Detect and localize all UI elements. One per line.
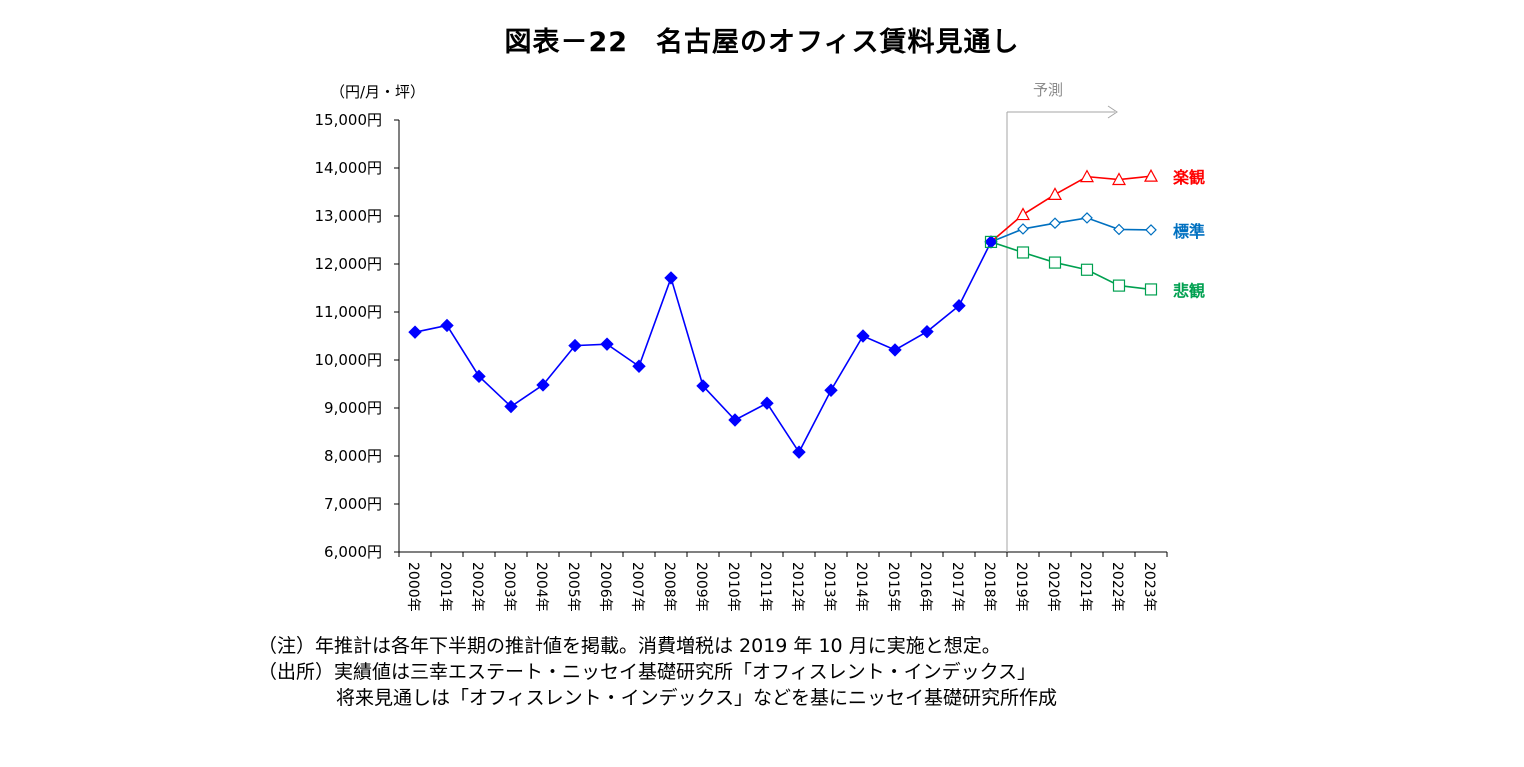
y-tick-label: 6,000円 <box>324 543 382 561</box>
x-tick-label: 2011年 <box>757 562 773 612</box>
data-point <box>1017 223 1029 235</box>
data-point <box>632 359 646 373</box>
data-point <box>664 271 678 285</box>
y-tick-label: 9,000円 <box>324 399 382 417</box>
x-tick-label: 2005年 <box>565 562 581 612</box>
x-tick-label: 2004年 <box>533 562 549 612</box>
series-楽観 <box>990 168 1159 243</box>
x-tick-label: 2014年 <box>853 562 869 612</box>
axes: （円/月・坪） <box>330 83 1167 553</box>
forecast-label: 予測 <box>1033 81 1063 99</box>
data-point <box>1049 217 1061 230</box>
data-point <box>568 338 582 353</box>
y-axis-label: （円/月・坪） <box>330 83 425 101</box>
series-悲観 <box>990 241 1158 296</box>
note-line-2: （出所）実績値は三幸エステート・ニッセイ基礎研究所「オフィスレント・インデックス… <box>258 661 1037 683</box>
data-point <box>1112 279 1126 292</box>
data-point <box>600 337 614 351</box>
y-tick-label: 14,000円 <box>315 159 383 177</box>
series-line <box>414 241 992 454</box>
x-tick-label: 2008年 <box>661 562 677 612</box>
x-tick-label: 2017年 <box>949 562 965 612</box>
x-tick-label: 2019年 <box>1013 562 1029 612</box>
data-point <box>920 324 934 339</box>
data-point <box>1145 224 1157 236</box>
x-tick-label: 2023年 <box>1141 562 1157 612</box>
data-point <box>1143 168 1159 182</box>
x-tick-label: 2022年 <box>1109 562 1125 612</box>
y-tick-label: 10,000円 <box>315 351 383 369</box>
series-label-悲観: 悲観 <box>1173 281 1205 300</box>
chart-area: （円/月・坪） 6,000円 7,000円 8,000円 9,000円 10,000円 1… <box>315 81 1206 612</box>
x-tick-label: 2002年 <box>469 562 485 612</box>
data-point <box>1079 169 1095 183</box>
data-point <box>504 399 518 414</box>
x-tick-label: 2010年 <box>725 562 741 612</box>
data-point <box>952 299 966 313</box>
series-標準 <box>990 212 1157 243</box>
data-point <box>1015 207 1031 221</box>
y-tick-label: 7,000円 <box>324 495 382 513</box>
x-tick-label: 2007年 <box>629 562 645 612</box>
data-point <box>1048 256 1062 269</box>
data-point <box>856 329 870 343</box>
x-tick-label: 2021年 <box>1077 562 1093 612</box>
data-point <box>760 396 774 410</box>
x-tick-label: 2016年 <box>917 562 933 612</box>
x-tick-label: 2006年 <box>597 562 613 612</box>
x-tick-label: 2013年 <box>821 562 837 612</box>
x-tick-label: 2015年 <box>885 562 901 612</box>
data-point <box>1113 223 1125 236</box>
x-tick-label: 2000年 <box>405 562 421 612</box>
series-label-標準: 標準 <box>1173 222 1205 241</box>
y-tick-label: 12,000円 <box>315 255 383 273</box>
x-tick-label: 2003年 <box>501 562 517 612</box>
data-point <box>824 383 838 397</box>
x-tick-label: 2012年 <box>789 562 805 612</box>
forecast-arrow-head <box>1107 105 1118 119</box>
x-tick-label: 2018年 <box>981 562 997 612</box>
data-point <box>792 445 806 459</box>
series-label-楽観: 楽観 <box>1172 168 1205 187</box>
note-line-3: 将来見通しは「オフィスレント・インデックス」などを基にニッセイ基礎研究所作成 <box>336 687 1058 709</box>
y-tick-label: 11,000円 <box>315 303 383 321</box>
junction-point <box>984 235 998 249</box>
data-point <box>1144 283 1158 296</box>
forecast-marker: 予測 <box>1006 81 1118 552</box>
note-line-1: （注）年推計は各年下半期の推計値を掲載。消費増税は 2019 年 10 月に実施… <box>258 635 1001 657</box>
y-tick-label: 8,000円 <box>324 447 382 465</box>
data-point <box>1047 187 1063 200</box>
x-ticks: 2000年 2001年 2002年 2003年 2004年 2005年 2006年 2007年… <box>398 552 1168 612</box>
series-group <box>408 168 1159 459</box>
series-実績 <box>408 235 998 459</box>
data-point <box>408 325 422 339</box>
data-point <box>1080 263 1094 276</box>
x-tick-label: 2009年 <box>693 562 709 612</box>
chart-title: 図表－22 名古屋のオフィス賃料見通し <box>504 27 1020 58</box>
x-tick-label: 2001年 <box>437 562 453 612</box>
data-point <box>1016 246 1030 259</box>
data-point <box>696 379 710 393</box>
y-tick-label: 15,000円 <box>315 111 383 129</box>
x-tick-label: 2020年 <box>1045 562 1061 612</box>
data-point <box>536 378 550 392</box>
data-point <box>728 413 742 427</box>
data-point <box>440 318 454 333</box>
data-point <box>472 369 486 384</box>
data-point <box>1111 172 1127 186</box>
y-tick-label: 13,000円 <box>315 207 383 225</box>
data-point <box>1081 212 1093 224</box>
y-ticks: 6,000円 7,000円 8,000円 9,000円 10,000円 11,000円 12… <box>315 111 399 561</box>
series-line <box>990 241 1152 291</box>
data-point <box>888 343 902 357</box>
